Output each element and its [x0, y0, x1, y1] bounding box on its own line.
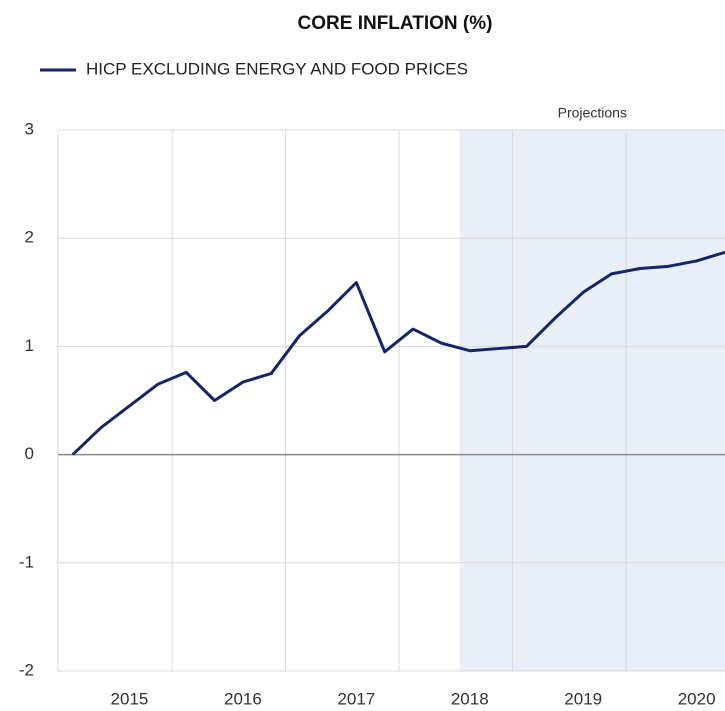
x-tick-label: 2018: [451, 689, 489, 708]
y-tick-label: 1: [25, 336, 34, 355]
y-tick-label: -1: [19, 552, 34, 571]
x-tick-label: 2017: [337, 689, 375, 708]
x-tick-label: 2015: [111, 689, 149, 708]
y-tick-label: 2: [25, 228, 34, 247]
y-tick-label: 0: [25, 444, 34, 463]
y-tick-label: 3: [25, 119, 34, 138]
y-tick-label: -2: [19, 660, 34, 679]
legend-label: HICP EXCLUDING ENERGY AND FOOD PRICES: [86, 59, 468, 78]
projection-region: [459, 130, 725, 671]
x-tick-label: 2016: [224, 689, 262, 708]
series-line: [71, 250, 725, 456]
chart-title: CORE INFLATION (%): [298, 13, 493, 34]
projection-label: Projections: [558, 105, 627, 121]
x-tick-label: 2020: [678, 689, 716, 708]
x-tick-label: 2019: [564, 689, 602, 708]
